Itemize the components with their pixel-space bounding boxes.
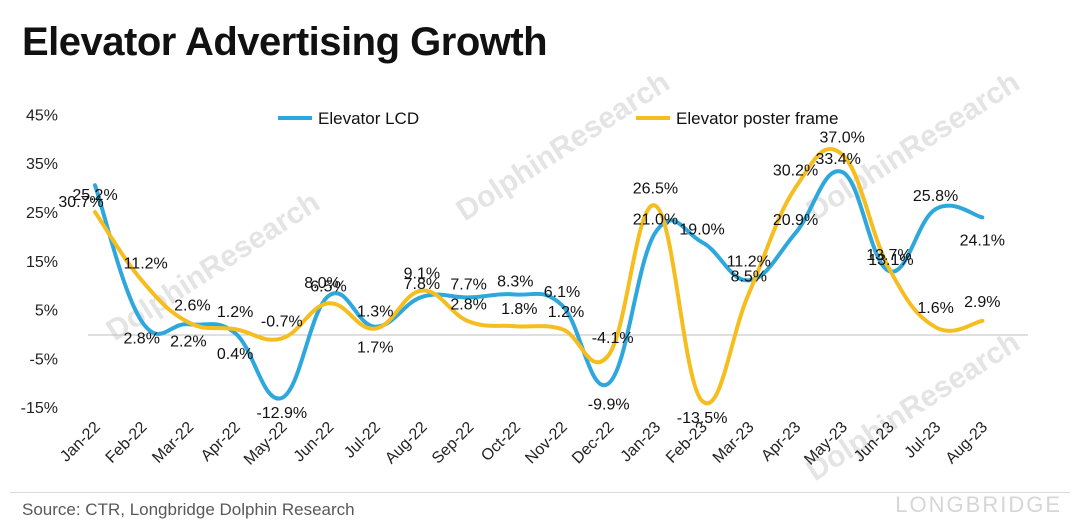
data-label-poster-frame: 37.0% [820,129,865,146]
series-line-lcd [93,169,985,401]
data-label-lcd: 24.1% [960,232,1005,249]
data-label-poster-frame: 2.6% [174,297,210,314]
data-label-lcd: 1.7% [357,340,393,357]
x-tick-label: Sep-22 [429,419,478,468]
y-tick-label: 35% [26,156,58,173]
x-tick-label: Mar-22 [149,419,197,467]
y-tick-label: 25% [26,205,58,222]
data-label-lcd: 13.1% [868,252,913,269]
data-label-lcd: 25.8% [913,188,958,205]
data-label-lcd: 0.4% [217,346,253,363]
data-label-poster-frame: 1.3% [357,304,393,321]
brand-logo: LONGBRIDGE [895,492,1062,517]
data-label-poster-frame: 25.2% [72,187,117,204]
x-tick-label: Oct-22 [478,419,524,465]
x-tick-label: Aug-22 [382,419,431,468]
data-label-lcd: -12.9% [256,405,307,422]
x-tick-label: May-23 [801,419,851,469]
x-tick-label: May-22 [241,419,291,469]
data-label-lcd: 20.9% [773,212,818,229]
data-label-poster-frame: 8.5% [731,269,767,286]
data-label-lcd: 19.0% [679,221,724,238]
legend-label-poster-frame: Elevator poster frame [676,109,839,128]
data-label-lcd: 11.2% [727,253,771,270]
data-label-poster-frame: 30.2% [773,163,818,180]
x-tick-label: Nov-22 [522,419,571,468]
x-tick-label: Jan-23 [618,419,665,466]
x-tick-label: Apr-22 [198,419,244,465]
legend-label-lcd: Elevator LCD [318,109,419,128]
data-label-lcd: 2.2% [170,333,206,350]
x-tick-label: Jul-23 [902,419,945,462]
data-label-poster-frame: 26.5% [633,181,678,198]
y-tick-label: 45% [26,107,58,124]
y-tick-label: 5% [35,303,58,320]
data-label-lcd: 8.3% [497,273,533,290]
data-label-poster-frame: -0.7% [261,313,303,330]
chart-title: Elevator Advertising Growth [22,20,548,64]
data-label-lcd: 8.0% [304,275,340,292]
x-tick-label: Dec-22 [569,419,618,468]
data-label-poster-frame: 2.8% [450,296,486,313]
data-label-poster-frame: 11.2% [124,255,168,272]
source-note: Source: CTR, Longbridge Dolphin Research [22,500,355,519]
data-label-lcd: 2.8% [123,330,159,347]
data-label-poster-frame: 1.2% [217,304,253,321]
divider [10,492,1070,493]
x-tick-label: Jun-23 [851,419,898,466]
data-label-poster-frame: -4.1% [592,330,634,347]
x-tick-label: Apr-23 [758,419,804,465]
series-line-poster-frame [93,147,985,406]
data-label-poster-frame: 1.8% [501,301,537,318]
data-label-lcd: 33.4% [816,151,861,168]
data-label-lcd: -9.9% [588,396,630,413]
data-label-poster-frame: -13.5% [677,410,728,427]
data-label-poster-frame: 9.1% [404,266,440,283]
data-label-poster-frame: 6.5% [310,278,346,295]
y-tick-label: -15% [21,400,58,417]
data-label-lcd: 21.0% [633,212,678,229]
legend: Elevator LCD Elevator poster frame [278,109,839,128]
data-label-lcd: 7.8% [404,276,440,293]
data-label-lcd: 6.1% [544,284,580,301]
x-tick-label: Aug-23 [943,419,992,468]
y-tick-label: 15% [26,254,58,271]
x-tick-label: Jan-22 [57,419,104,466]
data-label-poster-frame: 13.7% [866,247,911,264]
y-tick-label: -5% [30,351,58,368]
series-lines [93,147,985,406]
data-label-poster-frame: 1.6% [917,300,953,317]
data-labels: 30.7% 2.8% 2.2% 0.4% -12.9% 8.0% 1.7% 7.8% 7.7% 8… [58,129,1005,426]
data-label-lcd: 30.7% [58,194,103,211]
data-label-poster-frame: 1.2% [548,304,584,321]
x-tick-label: Feb-22 [103,419,151,467]
data-label-poster-frame: 2.9% [964,294,1000,311]
x-tick-label: Jul-22 [341,419,384,462]
data-label-lcd: 7.7% [450,276,486,293]
x-tick-label: Jun-22 [291,419,338,466]
y-axis: 45% 35% 25% 15% 5% -5% -15% [21,107,58,417]
